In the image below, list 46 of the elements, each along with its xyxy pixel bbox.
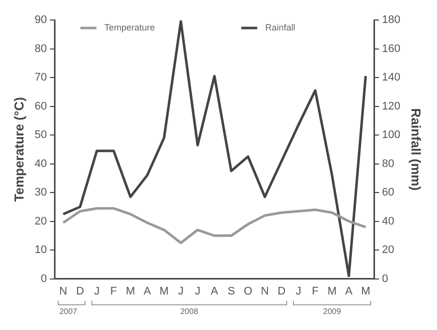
x-tick-label: D xyxy=(278,285,286,298)
text: 2008 xyxy=(180,307,199,316)
x-tick-label: A xyxy=(210,285,219,298)
x-tick-label: N xyxy=(260,285,269,298)
x-tick-label: J xyxy=(178,285,184,298)
text: 2009 xyxy=(323,307,342,316)
x-tick-label: M xyxy=(361,285,370,298)
y2-axis-title: Rainfall (mm) xyxy=(408,108,424,191)
y-tick-label: 20 xyxy=(34,215,47,228)
legend-label: Temperature xyxy=(104,22,155,32)
y2-tick-label: 80 xyxy=(382,158,394,170)
x-tick-label: D xyxy=(76,285,84,298)
x-tick-label: O xyxy=(244,285,253,298)
x-tick-label: J xyxy=(296,285,302,298)
y-tick-label: 30 xyxy=(34,186,47,199)
x-tick-label: N xyxy=(59,285,68,298)
x-tick-label: J xyxy=(194,285,200,298)
y-tick-label: 10 xyxy=(34,244,47,256)
text: 2007 xyxy=(59,307,78,316)
x-tick-label: F xyxy=(110,285,118,298)
y2-tick-label: 100 xyxy=(382,129,400,142)
y2-tick-label: 120 xyxy=(382,100,400,112)
x-tick-label: A xyxy=(345,285,354,298)
x-tick-label: M xyxy=(327,285,337,298)
y-axis-title: Temperature (°C) xyxy=(11,97,26,202)
x-tick-label: A xyxy=(144,285,152,298)
y-tick-label: 70 xyxy=(34,72,47,84)
x-tick-label: F xyxy=(312,285,319,298)
y-tick-label: 0 xyxy=(40,272,47,285)
legend-label: Rainfall xyxy=(265,22,296,32)
y2-tick-label: 0 xyxy=(382,272,388,285)
x-tick-label: M xyxy=(159,285,169,298)
x-tick-label: S xyxy=(228,285,235,298)
y2-tick-label: 140 xyxy=(382,72,400,84)
y-tick-label: 90 xyxy=(34,14,47,26)
y-tick-label: 50 xyxy=(34,129,47,142)
x-tick-label: J xyxy=(94,285,100,298)
y2-tick-label: 60 xyxy=(382,186,394,199)
y2-tick-label: 160 xyxy=(382,42,400,55)
x-tick-label: M xyxy=(126,285,136,298)
y-tick-label: 80 xyxy=(34,42,47,55)
y-tick-label: 60 xyxy=(34,100,47,112)
y2-tick-label: 20 xyxy=(382,244,394,256)
y2-tick-label: 40 xyxy=(382,215,394,228)
y-tick-label: 40 xyxy=(34,158,47,170)
y2-tick-label: 180 xyxy=(382,14,400,26)
